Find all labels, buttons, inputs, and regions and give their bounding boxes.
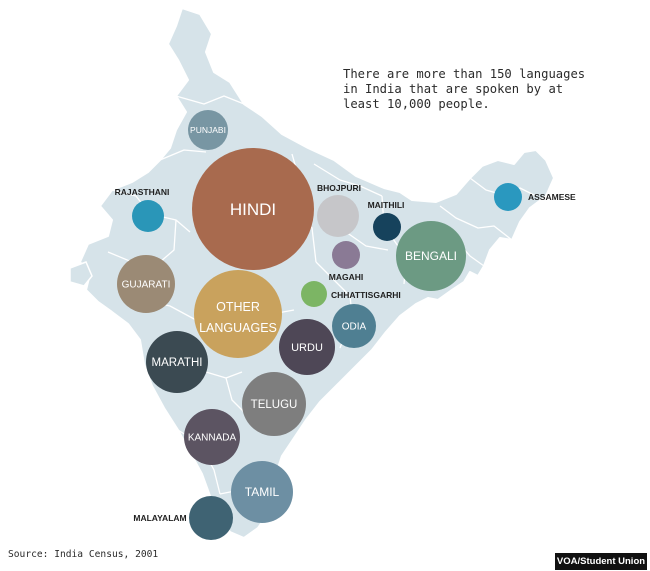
bubble-magahi	[332, 241, 360, 269]
bubble-other-languages	[194, 270, 282, 358]
language-bubble-punjabi: PUNJABI	[188, 110, 228, 150]
language-bubble-malayalam: MALAYALAM	[133, 496, 233, 540]
bubble-malayalam	[189, 496, 233, 540]
language-bubble-kannada: KANNADA	[184, 409, 240, 465]
bubble-label-marathi: MARATHI	[152, 357, 203, 369]
bubble-label-punjabi: PUNJABI	[190, 125, 226, 135]
language-bubble-chhattisgarhi: CHHATTISGARHI	[301, 281, 401, 307]
bubble-rajasthani	[132, 200, 164, 232]
bubble-label-hindi: HINDI	[230, 200, 276, 219]
language-bubble-assamese: ASSAMESE	[494, 183, 576, 211]
bubble-label-odia: ODIA	[342, 322, 367, 333]
language-bubble-telugu: TELUGU	[242, 372, 306, 436]
bubble-bhojpuri	[317, 195, 359, 237]
bubble-telugu	[242, 372, 306, 436]
bubble-label-assamese: ASSAMESE	[528, 192, 576, 202]
language-bubble-maithili: MAITHILI	[368, 200, 405, 241]
kutch-region	[69, 261, 93, 287]
bubble-odia	[332, 304, 376, 348]
bubble-label-other-languages: OTHER	[216, 300, 260, 314]
bubble-label-urdu: URDU	[291, 342, 323, 354]
sri-lanka-gap	[258, 540, 270, 556]
bubble-gujarati	[117, 255, 175, 313]
language-bubble-gujarati: GUJARATI	[117, 255, 175, 313]
language-bubbles: HINDI OTHER LANGUAGES BENGALI TELUGU MARATHI T…	[115, 110, 576, 540]
bubble-kannada	[184, 409, 240, 465]
bubble-label-kannada: KANNADA	[188, 433, 237, 444]
bubble-label-maithili: MAITHILI	[368, 200, 405, 210]
language-bubble-hindi: HINDI	[192, 148, 314, 270]
intro-note-line: There are more than 150 languages	[343, 67, 586, 81]
bubble-assamese	[494, 183, 522, 211]
intro-note-line: in India that are spoken by at	[343, 82, 564, 96]
bubble-label-telugu: TELUGU	[251, 399, 298, 411]
bubble-marathi	[146, 331, 208, 393]
bubble-label-chhattisgarhi: CHHATTISGARHI	[331, 290, 401, 300]
language-bubble-bhojpuri: BHOJPURI	[317, 183, 361, 237]
source-credit: Source: India Census, 2001	[8, 549, 159, 560]
language-bubble-marathi: MARATHI	[146, 331, 208, 393]
bubble-label-magahi: MAGAHI	[329, 272, 363, 282]
bubble-tamil	[231, 461, 293, 523]
bubble-chhattisgarhi	[301, 281, 327, 307]
bubble-bengali	[396, 221, 466, 291]
bubble-label-gujarati: GUJARATI	[122, 280, 171, 291]
bubble-urdu	[279, 319, 335, 375]
bubble-label-other-languages: LANGUAGES	[199, 321, 277, 335]
language-bubble-urdu: URDU	[279, 319, 335, 375]
bubble-punjabi	[188, 110, 228, 150]
language-bubble-rajasthani: RAJASTHANI	[115, 187, 170, 232]
publisher-badge: VOA/Student Union	[555, 553, 647, 570]
language-bubble-other-languages: OTHER LANGUAGES	[194, 270, 282, 358]
bubble-label-bhojpuri: BHOJPURI	[317, 183, 361, 193]
language-bubble-tamil: TAMIL	[231, 461, 293, 523]
bubble-maithili	[373, 213, 401, 241]
bubble-label-tamil: TAMIL	[245, 485, 280, 499]
bubble-label-bengali: BENGALI	[405, 249, 457, 263]
intro-note: There are more than 150 languages in Ind…	[343, 67, 643, 112]
language-bubble-odia: ODIA	[332, 304, 376, 348]
language-bubble-magahi: MAGAHI	[329, 241, 363, 282]
language-bubble-bengali: BENGALI	[396, 221, 466, 291]
bubble-hindi	[192, 148, 314, 270]
bubble-label-rajasthani: RAJASTHANI	[115, 187, 170, 197]
intro-note-line: least 10,000 people.	[343, 97, 490, 111]
bubble-label-malayalam: MALAYALAM	[133, 513, 186, 523]
